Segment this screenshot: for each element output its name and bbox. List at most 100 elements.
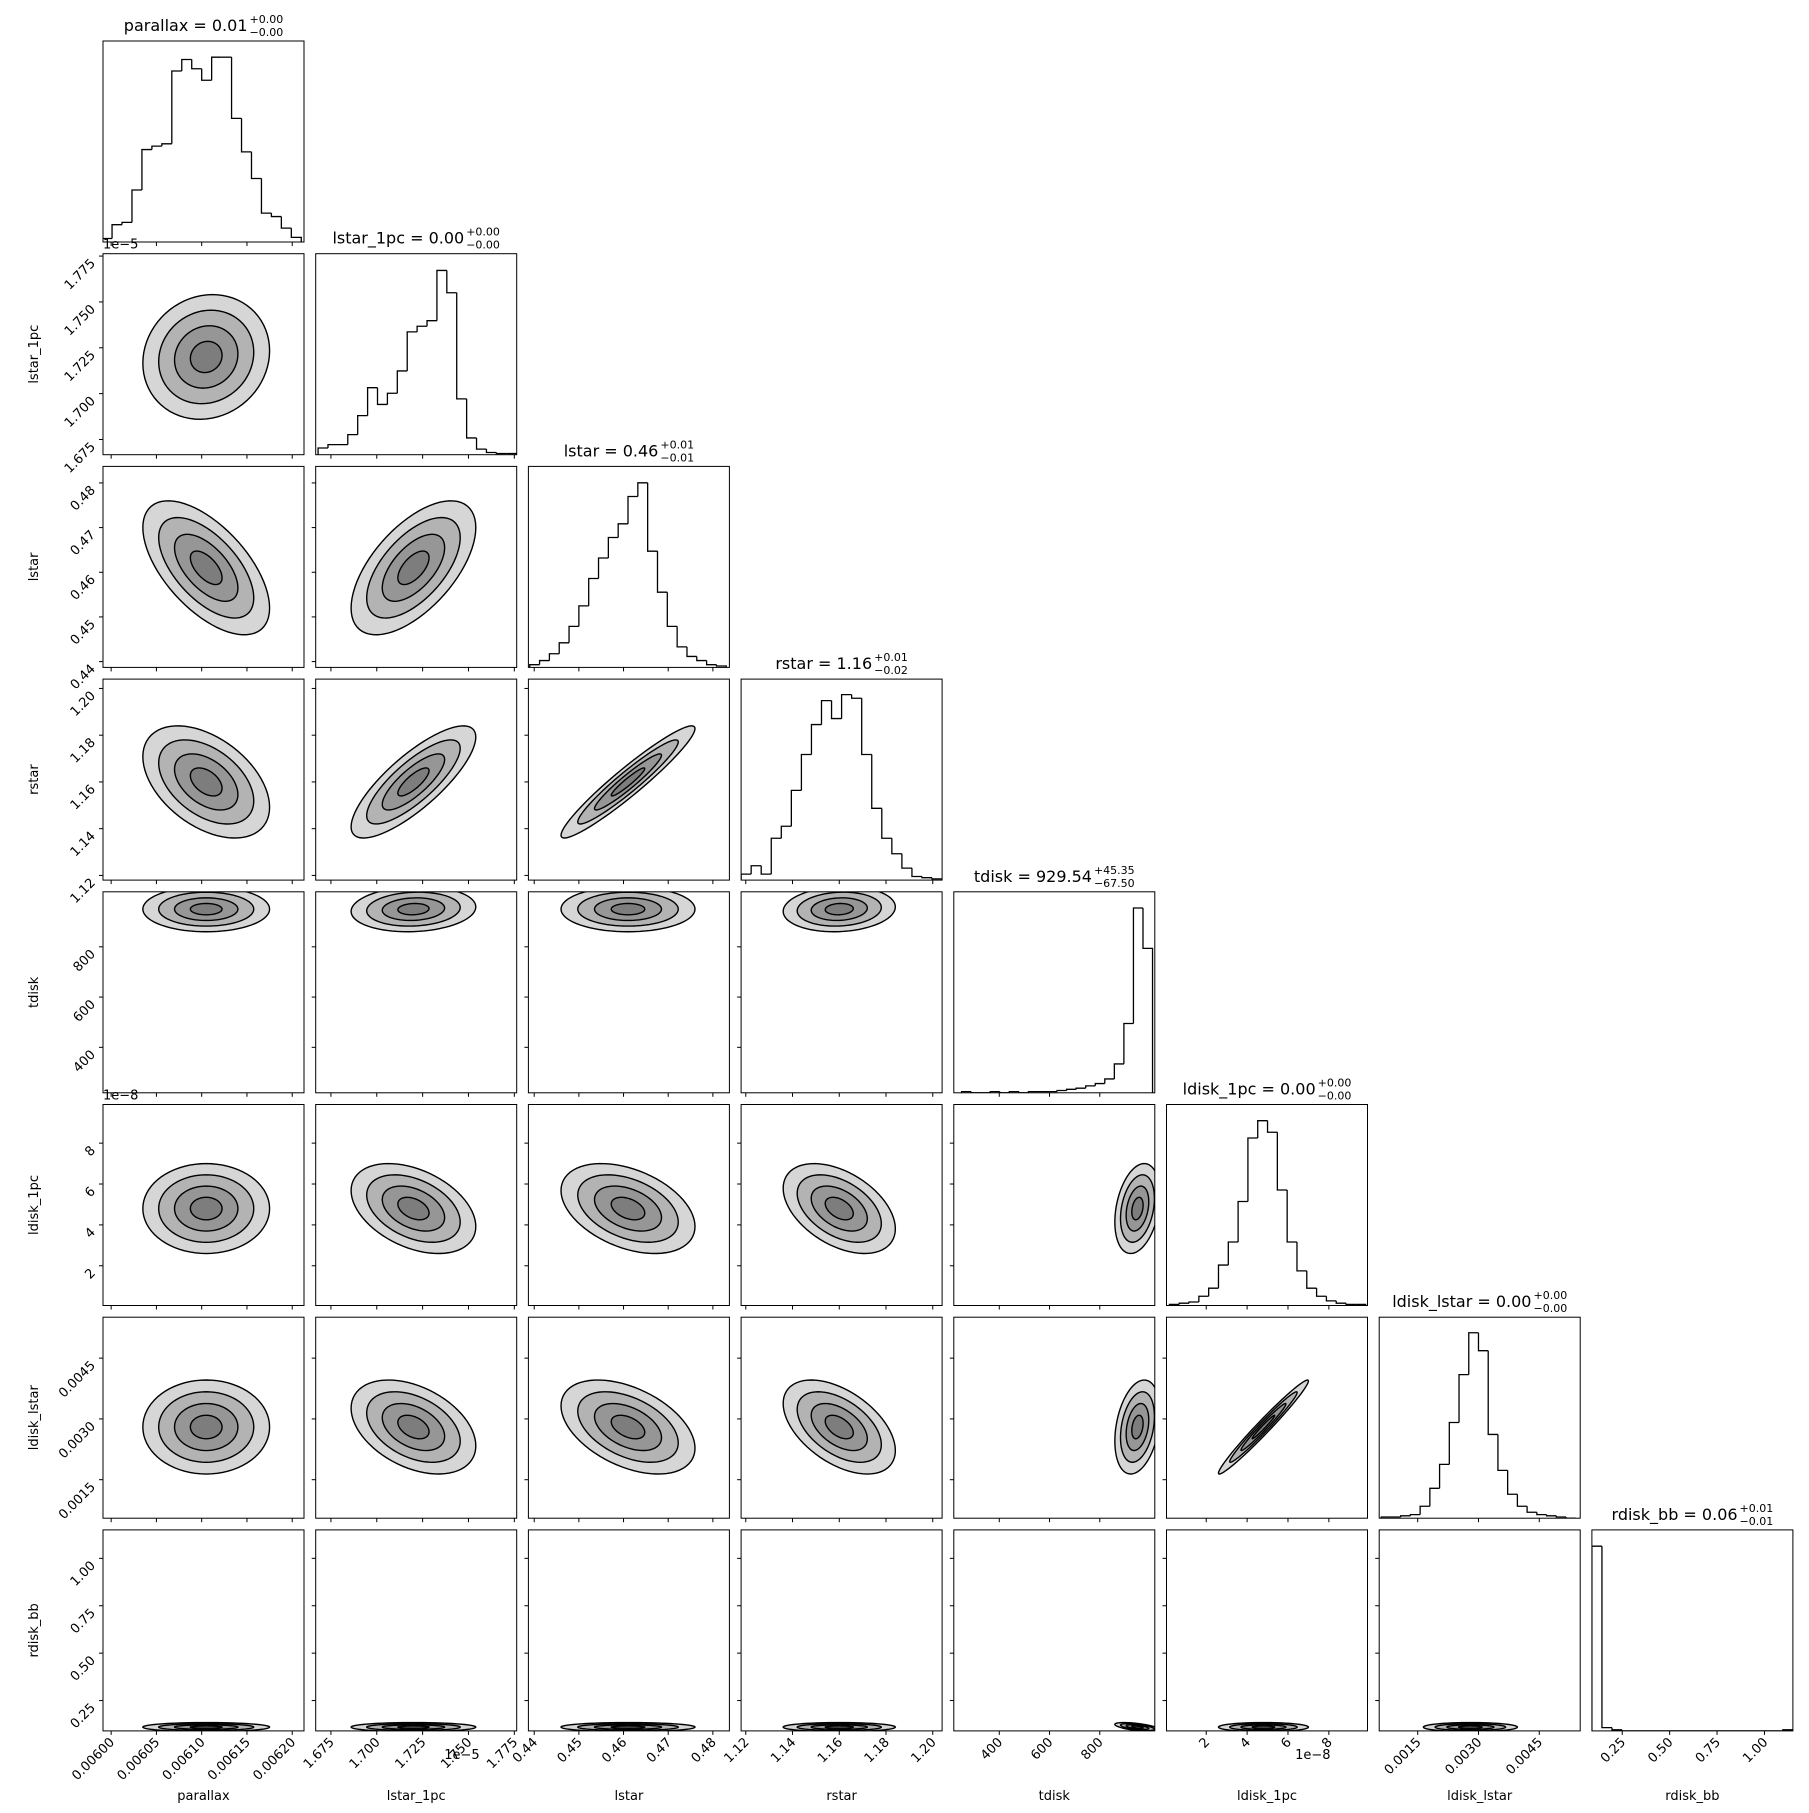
x-offset-text: 1e−5	[444, 1748, 479, 1763]
panel-frame	[953, 891, 1156, 1094]
y-tick-label: 0.45	[68, 617, 99, 648]
x-tick-label: 0.00620	[250, 1735, 299, 1784]
panel-frame	[315, 678, 518, 881]
histogram-step	[1448, 1421, 1460, 1465]
y-axis-label: rdisk_bb	[27, 1603, 42, 1657]
x-tick-label: 1.18	[862, 1735, 893, 1766]
panel	[737, 891, 943, 1097]
contour	[824, 1196, 854, 1221]
x-tick-label: 0.00610	[160, 1735, 209, 1784]
panel-frame	[102, 1104, 305, 1306]
histogram-step	[436, 269, 447, 321]
panel-title: tdisk = 929.54 +45.35−67.50	[974, 864, 1135, 890]
histogram-step	[495, 452, 507, 455]
x-axis-label: lstar	[615, 1789, 644, 1804]
histogram-step	[931, 877, 943, 881]
contour	[577, 891, 679, 927]
histogram-step	[770, 837, 782, 875]
contour	[560, 1379, 696, 1475]
title-lower: −0.02	[874, 664, 908, 677]
panel-content	[350, 725, 477, 839]
histogram-step	[347, 433, 358, 445]
panel-frame	[102, 1316, 305, 1519]
histogram-step	[1296, 1241, 1307, 1272]
panel-frame	[740, 891, 943, 1094]
contour	[142, 725, 271, 839]
panel-frame	[315, 1529, 518, 1732]
panel: tdisk = 929.54 +45.35−67.50	[953, 864, 1156, 1097]
contour	[381, 1185, 446, 1232]
histogram-step	[617, 523, 629, 538]
panel	[524, 678, 730, 885]
contour	[1131, 1414, 1144, 1440]
panel-content	[560, 725, 696, 839]
x-tick-label: 0.45	[555, 1735, 586, 1766]
histogram-step	[1591, 1545, 1602, 1731]
y-tick-label: 1.20	[68, 689, 99, 720]
contour	[350, 1379, 477, 1475]
histogram-step	[151, 145, 162, 150]
contour	[1125, 1402, 1150, 1452]
y-tick-label: 1.00	[68, 1559, 99, 1590]
panel-frame	[102, 465, 305, 668]
panel: ldisk_1pc = 0.00 +0.00−0.00	[1166, 1077, 1368, 1310]
histogram-step	[1545, 1514, 1557, 1517]
histogram-step	[1536, 1512, 1547, 1516]
panel: 0.0015 0.0030 0.0045	[1375, 1529, 1581, 1778]
y-tick-label: 1.775	[62, 256, 99, 293]
contour	[610, 1725, 646, 1729]
panel: ldisk_lstar = 0.00 +0.00−0.00	[1378, 1289, 1581, 1523]
title-text: parallax = 0.01	[124, 16, 248, 35]
y-tick-label: 1.16	[68, 782, 99, 813]
x-tick-label: 0.47	[644, 1735, 675, 1766]
panel: lstar = 0.46 +0.01−0.01	[527, 438, 730, 672]
panel: 1.12 1.14 1.16 1.18 1.20	[722, 1529, 943, 1766]
panel-title: lstar_1pc = 0.00 +0.00−0.00	[332, 226, 500, 252]
panel-title: ldisk_1pc = 0.00 +0.00−0.00	[1183, 1077, 1352, 1103]
panel-frame	[1166, 1316, 1368, 1519]
histogram-step	[210, 56, 222, 81]
x-axis-label: parallax	[177, 1789, 230, 1804]
contour	[157, 516, 255, 619]
histogram-step	[696, 656, 707, 662]
panel: lstar_1pc = 0.00 +0.00−0.00	[315, 226, 518, 459]
panel-content	[741, 694, 943, 881]
y-axis-label: tdisk	[27, 976, 42, 1008]
histogram-step	[901, 853, 912, 869]
y-axis-label: lstar_1pc	[27, 325, 42, 384]
histogram-step	[103, 237, 113, 240]
histogram-step	[327, 444, 338, 448]
contour	[142, 500, 271, 636]
contour	[824, 1414, 854, 1440]
panel-content	[560, 891, 696, 933]
histogram-step	[741, 873, 752, 881]
contour	[1119, 1174, 1155, 1243]
x-tick-label: 400	[978, 1735, 1006, 1763]
title-upper: +0.00	[466, 226, 500, 239]
panel-frame	[740, 1316, 943, 1519]
panel-frame	[527, 1316, 730, 1519]
histogram-step	[568, 625, 579, 643]
histogram-step	[861, 698, 872, 756]
contour	[824, 902, 854, 916]
panel-content	[350, 500, 477, 636]
y-tick-label: 0.75	[68, 1606, 99, 1637]
contour	[1131, 1725, 1144, 1729]
contour	[381, 1724, 446, 1731]
y-tick-label: 2	[82, 1266, 98, 1282]
x-tick-label: 0.75	[1693, 1735, 1724, 1766]
y-tick-label: 0.50	[68, 1653, 99, 1684]
x-axis-label: ldisk_1pc	[1237, 1789, 1297, 1804]
y-tick-label: 1.12	[68, 876, 99, 907]
contour	[397, 550, 430, 586]
x-tick-label: 0.48	[689, 1735, 720, 1766]
x-tick-label: 1.12	[722, 1735, 753, 1766]
panel-content	[1591, 1545, 1793, 1731]
panel-frame	[315, 465, 518, 668]
y-offset-text: 1e−5	[103, 238, 138, 253]
histogram-step	[416, 325, 428, 332]
x-tick-label: 1.16	[815, 1735, 846, 1766]
